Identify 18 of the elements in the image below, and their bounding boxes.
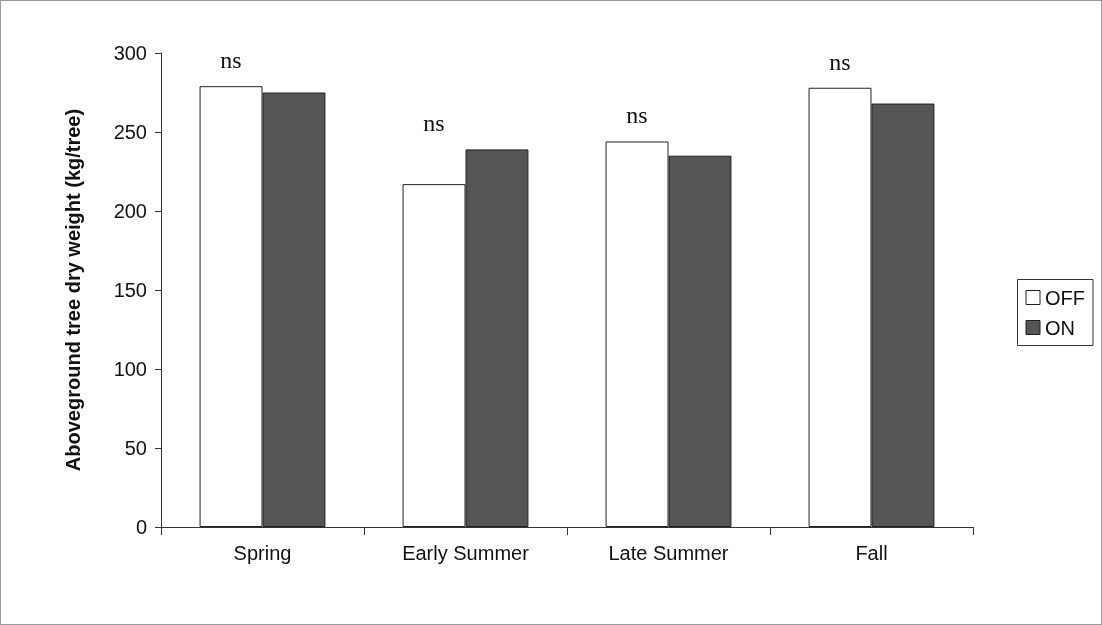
y-axis-title: Aboveground tree dry weight (kg/tree) [62, 108, 84, 472]
legend-label: ON [1045, 316, 1076, 339]
annotation: ns [829, 48, 851, 75]
legend-label: OFF [1045, 286, 1086, 309]
y-tick-label: 300 [113, 42, 147, 64]
y-tick-label: 50 [124, 437, 147, 459]
y-tick-label: 0 [135, 516, 147, 538]
x-tick-label: Fall [855, 542, 888, 564]
y-tick-label: 100 [113, 358, 147, 380]
x-tick-label: Late Summer [608, 542, 729, 564]
y-tick-label: 200 [113, 200, 147, 222]
x-tick-label: Early Summer [402, 542, 530, 564]
annotation: ns [423, 110, 445, 137]
y-tick-label: 150 [113, 279, 147, 301]
annotation: ns [220, 47, 242, 74]
y-tick-label: 250 [113, 121, 147, 143]
annotation: ns [626, 102, 648, 129]
x-tick-label: Spring [233, 542, 292, 564]
